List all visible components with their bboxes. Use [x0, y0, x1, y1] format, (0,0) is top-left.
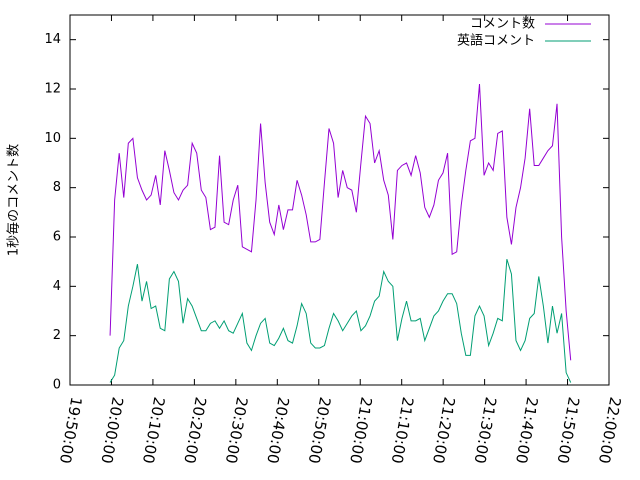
series-line — [109, 84, 572, 361]
y-tick-label: 8 — [53, 180, 61, 195]
y-tick-label: 14 — [44, 32, 61, 47]
y-tick-label: 12 — [44, 82, 61, 97]
legend-label: 英語コメント — [457, 33, 535, 49]
y-tick-label: 0 — [53, 378, 61, 393]
y-tick-label: 4 — [53, 279, 61, 294]
y-tick-label: 6 — [53, 230, 61, 245]
plot-frame — [69, 14, 610, 386]
y-tick-label: 2 — [53, 328, 61, 343]
y-tick-label: 10 — [44, 131, 61, 146]
y-axis-label: 1秒毎のコメント数 — [6, 144, 22, 256]
legend-label: コメント数 — [470, 17, 535, 32]
series-line — [109, 259, 572, 383]
